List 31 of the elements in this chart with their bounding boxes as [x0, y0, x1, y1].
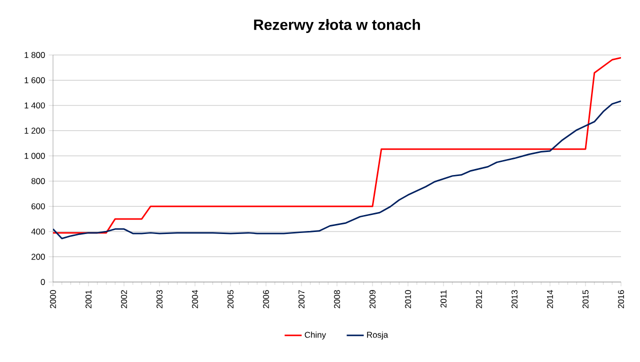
line-series — [53, 57, 622, 234]
x-tick-label: 2008 — [334, 290, 340, 308]
x-tick-label: 2015 — [582, 290, 588, 308]
x-tick-label: 2001 — [86, 290, 92, 308]
y-tick-label: 1 000 — [24, 152, 45, 159]
x-tick-label: 2006 — [263, 290, 269, 308]
x-tick-label: 2000 — [50, 290, 56, 308]
y-tick-label: 1 400 — [24, 102, 45, 108]
x-tick-label: 2009 — [370, 290, 376, 308]
x-tick-label: 2002 — [121, 290, 127, 308]
x-tick-label: 2004 — [192, 290, 198, 308]
x-tick-label: 2003 — [156, 290, 162, 308]
y-tick-label: 200 — [32, 254, 45, 260]
y-tick-label: 1 800 — [24, 52, 45, 58]
x-tick-label: 2013 — [512, 290, 518, 308]
chart-title: Rezerwy złota w tonach — [254, 19, 420, 33]
y-tick-label: 1 200 — [24, 128, 45, 134]
y-tick-label: 800 — [31, 178, 45, 184]
x-tick-label: 2014 — [547, 290, 553, 308]
y-tick-label: 1 600 — [24, 77, 45, 84]
x-tick-label: 2012 — [476, 290, 482, 308]
x-tick-label: 2011 — [440, 290, 446, 308]
legend-label: Chiny — [304, 332, 326, 340]
y-tick-label: 600 — [32, 203, 45, 210]
x-tick-label: 2010 — [405, 290, 411, 308]
y-tick-label: 0 — [40, 279, 45, 285]
legend-label: Rosja — [367, 332, 388, 340]
y-tick-label: 400 — [31, 228, 45, 235]
x-tick-label: 2016 — [618, 290, 624, 308]
x-tick-label: 2007 — [298, 290, 304, 308]
x-tick-label: 2005 — [228, 290, 234, 308]
